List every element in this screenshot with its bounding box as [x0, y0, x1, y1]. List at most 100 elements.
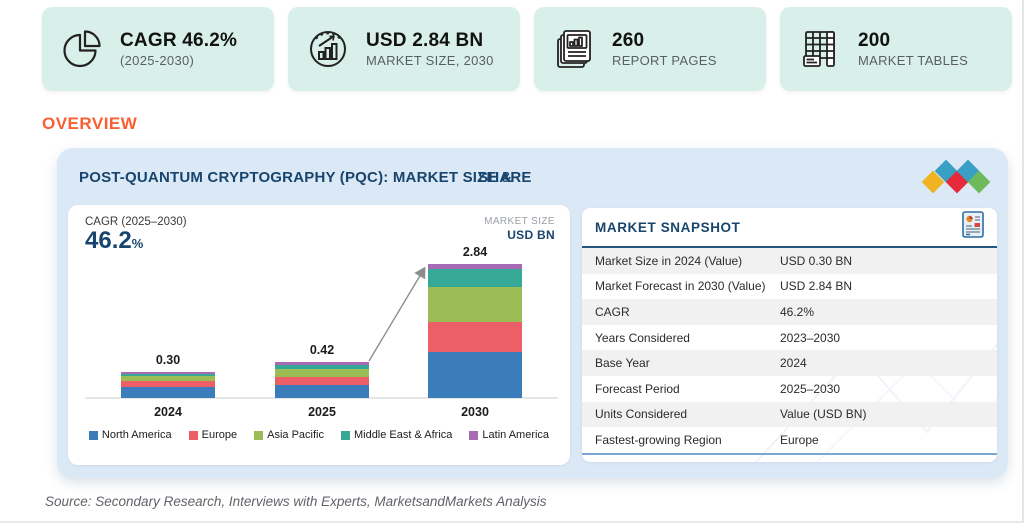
snapshot-row-label: Forecast Period — [595, 381, 680, 396]
snapshot-row-value: 2023–2030 — [780, 330, 841, 345]
stat-card-cagr: CAGR 46.2% (2025-2030) — [42, 7, 274, 91]
panel-title-part2: SHARE — [478, 169, 532, 186]
x-tick-label: 2025 — [308, 405, 336, 419]
snapshot-row-value: USD 2.84 BN — [780, 279, 853, 294]
stacked-bar-2030 — [428, 264, 522, 398]
snapshot-row: Forecast Period 2025–2030 — [582, 376, 997, 402]
bar-segment-latin-america — [428, 264, 522, 269]
snapshot-row-label: Units Considered — [595, 407, 688, 422]
bar-segment-europe — [428, 322, 522, 353]
legend-label: Latin America — [482, 429, 550, 441]
overview-heading: OVERVIEW — [42, 114, 138, 133]
legend-label: Europe — [201, 429, 238, 441]
snapshot-table: Market Size in 2024 (Value) USD 0.30 BN Ma… — [582, 248, 997, 455]
bar-segment-north-america — [275, 385, 369, 398]
legend-item: Asia Pacific — [254, 429, 324, 441]
stat-label: MARKET TABLES — [858, 52, 969, 68]
bar-total-label: 0.30 — [155, 353, 181, 367]
legend-label: Middle East & Africa — [353, 429, 453, 441]
report-pages-icon — [550, 25, 598, 73]
stacked-bar-plot: 0.30 2024 0.42 2025 2.84 2030 — [68, 205, 570, 465]
bar-segment-asia-pacific — [428, 287, 522, 322]
legend-item: Latin America — [469, 429, 549, 441]
snapshot-row: Units Considered Value (USD BN) — [582, 401, 997, 428]
page-right-edge — [1022, 0, 1024, 523]
chart-cagr-label: CAGR (2025–2030) — [85, 216, 187, 228]
stat-cards-row: CAGR 46.2% (2025-2030) USD 2.84 BN MARKE… — [42, 7, 1012, 91]
snapshot-row-value: 46.2% — [780, 304, 815, 319]
growth-gauge-icon — [304, 25, 352, 73]
legend-swatch — [340, 430, 350, 440]
snapshot-row-label: Market Size in 2024 (Value) — [595, 253, 743, 268]
snapshot-row: Market Forecast in 2030 (Value) USD 2.84 … — [582, 274, 997, 300]
bar-segment-north-america — [121, 386, 215, 398]
marketsandmarkets-logo — [921, 157, 993, 204]
chart-axis-label-1: MARKET SIZE — [484, 216, 555, 227]
market-size-chart-card: CAGR (2025–2030) 46.2% MARKET SIZE USD B… — [68, 205, 570, 465]
snapshot-row-value: 2025–2030 — [780, 381, 841, 396]
stacked-bar-2024 — [121, 372, 215, 398]
legend-item: North America — [88, 429, 172, 441]
snapshot-row: CAGR 46.2% — [582, 299, 997, 325]
bar-segment-middle-east-africa — [275, 364, 369, 369]
legend-swatch — [469, 430, 479, 440]
legend-swatch — [188, 430, 198, 440]
snapshot-row-label: Market Forecast in 2030 (Value) — [595, 279, 766, 294]
legend-item: Europe — [188, 429, 238, 441]
stat-card-market-size: USD 2.84 BN MARKET SIZE, 2030 — [288, 7, 520, 91]
snapshot-row: Base Year 2024 — [582, 350, 997, 376]
chart-legend: North America Europe Asia Pacific Middle Ea… — [68, 429, 570, 441]
snapshot-title: MARKET SNAPSHOT — [595, 219, 741, 235]
snapshot-row-label: Base Year — [595, 356, 650, 371]
stat-value: 260 — [612, 30, 645, 51]
panel-title-part1: POST-QUANTUM CRYPTOGRAPHY (PQC): MARKET … — [79, 169, 513, 186]
bar-segment-latin-america — [121, 372, 215, 374]
stat-value: USD 2.84 BN — [366, 30, 484, 51]
bar-segment-asia-pacific — [275, 368, 369, 377]
stat-value: 200 — [858, 30, 891, 51]
bar-total-label: 2.84 — [462, 245, 488, 259]
pie-chart-icon — [58, 25, 106, 73]
report-document-icon — [962, 211, 984, 243]
bar-segment-europe — [121, 380, 215, 387]
panel-title: POST-QUANTUM CRYPTOGRAPHY (PQC): MARKET … — [79, 169, 532, 186]
legend-label: North America — [101, 429, 172, 441]
chart-axis-label-2: USD BN — [507, 228, 555, 242]
market-tables-icon — [796, 25, 844, 73]
bar-segment-middle-east-africa — [121, 373, 215, 377]
stat-card-market-tables: 200 MARKET TABLES — [780, 7, 1012, 91]
x-axis-baseline — [85, 397, 558, 399]
snapshot-row-value: USD 0.30 BN — [780, 253, 853, 268]
legend-swatch — [88, 430, 98, 440]
bar-total-label: 0.42 — [309, 343, 335, 357]
legend-item: Middle East & Africa — [340, 429, 453, 441]
snapshot-row: Market Size in 2024 (Value) USD 0.30 BN — [582, 248, 997, 274]
bar-segment-middle-east-africa — [428, 268, 522, 288]
snapshot-row-value: 2024 — [780, 356, 807, 371]
market-snapshot-card: MARKET SNAPSHOT Market Size in 2024 (Val… — [582, 208, 997, 462]
chart-cagr-value: 46.2% — [85, 227, 144, 254]
stat-label: (2025-2030) — [120, 52, 195, 68]
bar-segment-north-america — [428, 352, 522, 398]
bar-segment-europe — [275, 376, 369, 386]
overview-panel: POST-QUANTUM CRYPTOGRAPHY (PQC): MARKET … — [57, 148, 1008, 478]
snapshot-row: Years Considered 2023–2030 — [582, 325, 997, 351]
x-tick-label: 2030 — [461, 405, 489, 419]
source-note: Source: Secondary Research, Interviews w… — [45, 494, 547, 509]
bar-segment-asia-pacific — [121, 376, 215, 381]
snapshot-row-value: Europe — [780, 432, 819, 447]
stat-card-report-pages: 260 REPORT PAGES — [534, 7, 766, 91]
legend-swatch — [254, 430, 264, 440]
snapshot-row-label: Fastest-growing Region — [595, 432, 722, 447]
x-tick-label: 2024 — [154, 405, 182, 419]
bar-segment-latin-america — [275, 362, 369, 365]
stat-value: CAGR 46.2% — [120, 30, 238, 51]
page-bottom-edge — [0, 521, 1024, 523]
stat-label: REPORT PAGES — [612, 52, 717, 68]
stat-label: MARKET SIZE, 2030 — [366, 52, 494, 68]
snapshot-row-label: CAGR — [595, 304, 630, 319]
legend-label: Asia Pacific — [267, 429, 324, 441]
snapshot-row: Fastest-growing Region Europe — [582, 427, 997, 453]
snapshot-row-value: Value (USD BN) — [780, 407, 867, 422]
snapshot-row-label: Years Considered — [595, 330, 690, 345]
